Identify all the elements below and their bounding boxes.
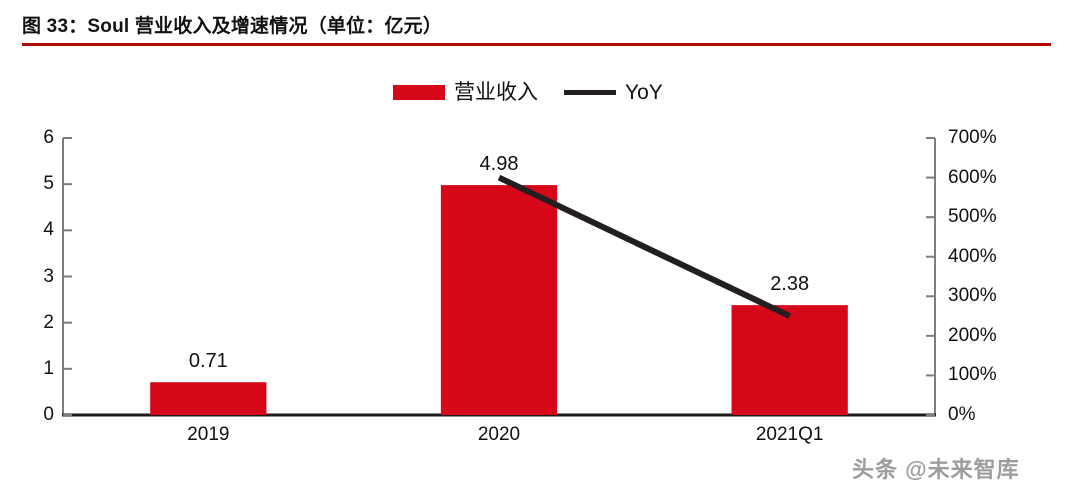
bar-series-revenue <box>150 185 848 415</box>
legend-item-yoy: YoY <box>564 82 663 103</box>
bar-value-label: 2.38 <box>770 273 810 296</box>
left-axis-tick: 3 <box>43 265 54 287</box>
left-axis-tick: 4 <box>43 219 54 241</box>
bar-2020 <box>440 185 558 415</box>
right-axis-tick-labels: 0% 100% 200% 300% 400% 500% 600% 700% <box>948 127 1058 425</box>
legend-label-yoy: YoY <box>625 80 663 104</box>
left-axis-tick-labels: 0 1 2 3 4 5 6 <box>14 127 54 425</box>
bar-2021Q1 <box>731 305 848 415</box>
left-axis-tick: 5 <box>43 173 54 195</box>
left-axis-tick: 0 <box>43 404 54 425</box>
plot-area <box>62 137 936 417</box>
line-series-yoy <box>497 174 791 319</box>
legend-line-swatch-icon <box>564 89 616 95</box>
left-axis-tick: 2 <box>43 311 54 333</box>
bar-2019 <box>150 382 267 415</box>
figure-title: 图 33：Soul 营业收入及增速情况（单位：亿元） <box>22 14 1052 46</box>
right-axis-tick: 600% <box>948 166 997 188</box>
right-axis-tick: 0% <box>948 404 976 425</box>
category-axis-labels: 2019 2020 2021Q1 <box>63 424 935 452</box>
plot-svg <box>62 137 936 417</box>
right-axis-tick: 300% <box>948 285 997 307</box>
bar-value-label: 0.71 <box>188 350 228 373</box>
bar-value-label: 4.98 <box>479 153 519 176</box>
watermark: 头条 @未来智库 <box>852 457 1020 482</box>
category-label: 2020 <box>477 424 521 445</box>
legend-item-revenue: 营业收入 <box>393 82 538 103</box>
right-axis-tick: 100% <box>948 364 997 386</box>
right-axis-tick: 400% <box>948 245 997 267</box>
right-axis-tick: 700% <box>948 127 997 148</box>
title-divider <box>22 43 1051 46</box>
right-axis-tick: 500% <box>948 206 997 228</box>
yoy-line-path <box>497 174 791 319</box>
chart-legend: 营业收入 YoY <box>393 76 663 108</box>
right-axis-tick: 200% <box>948 324 997 346</box>
legend-bar-swatch-icon <box>393 84 445 100</box>
left-axis-tick: 1 <box>43 357 54 379</box>
category-label: 2019 <box>187 424 230 445</box>
legend-label-revenue: 营业收入 <box>454 80 538 104</box>
category-label: 2021Q1 <box>755 424 824 445</box>
figure-title-text: 图 33：Soul 营业收入及增速情况（单位：亿元） <box>22 16 443 37</box>
left-axis-tick: 6 <box>43 127 54 148</box>
